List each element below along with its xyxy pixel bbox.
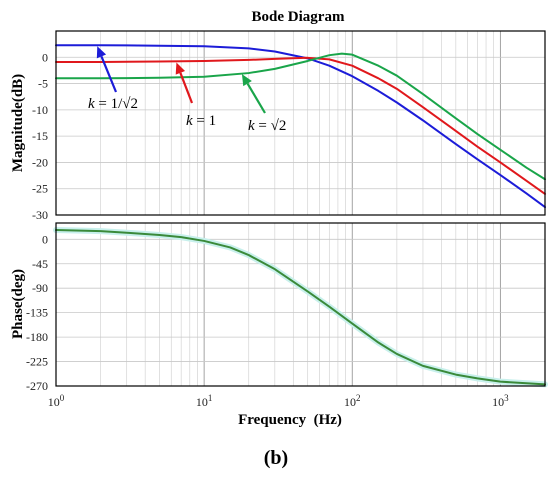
annotation-label-1: k = 1 <box>186 113 216 129</box>
magnitude-panel: 0 -5 -10 -15 -20 -25 -30 k = 1/√2 k = 1 k = √2 <box>32 30 546 222</box>
phase-plot-area <box>56 223 545 386</box>
figure-caption: (b) <box>264 447 288 469</box>
magnitude-tick-label: -20 <box>32 155 48 169</box>
phase-tick-label: -135 <box>26 306 48 320</box>
magnitude-frame <box>55 30 546 216</box>
chart-title: Bode Diagram <box>252 9 345 25</box>
phase-series-0 <box>55 229 546 386</box>
annotation-label-0: k = 1/√2 <box>88 96 138 112</box>
magnitude-tick-label: -10 <box>32 103 48 117</box>
phase-tick-label: -90 <box>32 281 48 295</box>
magnitude-tick-label: -25 <box>32 182 48 196</box>
annotation-arrowhead-2 <box>241 74 252 87</box>
magnitude-axis-label: Magnitude(dB) <box>10 74 26 172</box>
phase-tick-label: 0 <box>42 232 48 246</box>
magnitude-tick-label: 0 <box>42 50 48 64</box>
frequency-tick-label: 102 <box>344 393 361 409</box>
annotation-label-2: k = √2 <box>248 118 286 134</box>
frequency-axis-label: Frequency (Hz) <box>238 412 342 428</box>
magnitude-series-1 <box>55 56 546 195</box>
annotation-arrow-2 <box>246 83 266 114</box>
annotation-arrow-0 <box>100 56 118 93</box>
phase-axis-label: Phase(deg) <box>10 269 26 339</box>
frequency-tick-label: 101 <box>196 393 213 409</box>
annotation-arrowhead-0 <box>96 46 107 59</box>
annotation-arrow-1 <box>179 72 194 104</box>
phase-tick-label: -180 <box>26 330 48 344</box>
frequency-tick-label: 100 <box>48 393 65 409</box>
magnitude-series-2 <box>55 52 546 181</box>
annotation-arrowhead-1 <box>175 62 186 75</box>
magnitude-series-0 <box>55 44 546 209</box>
phase-tick-label: -225 <box>26 355 48 369</box>
phase-tick-label: -45 <box>32 257 48 271</box>
frequency-tick-label: 103 <box>492 393 509 409</box>
magnitude-tick-label: -5 <box>38 77 48 91</box>
phase-grid-x <box>100 223 501 386</box>
magnitude-tick-label: -15 <box>32 129 48 143</box>
magnitude-tick-label: -30 <box>32 208 48 222</box>
phase-frame <box>55 222 546 387</box>
phase-tick-label: -270 <box>26 379 48 393</box>
